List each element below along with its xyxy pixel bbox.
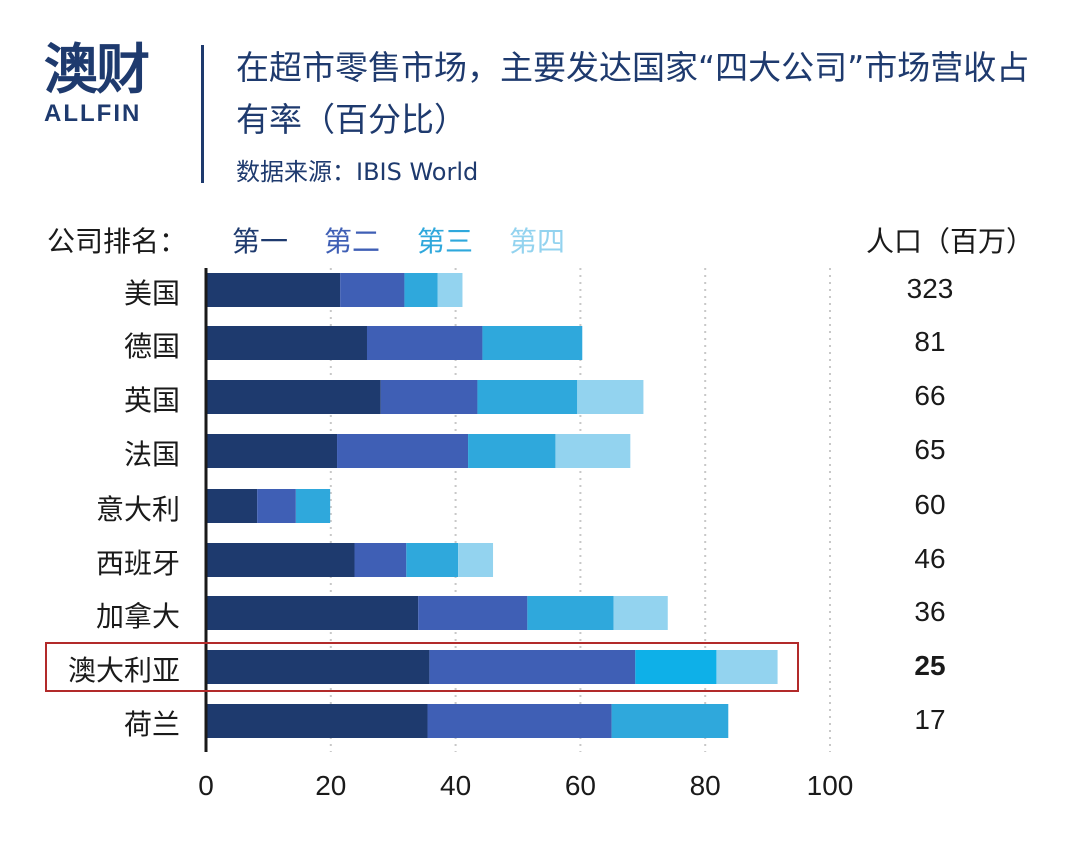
logo: 澳财 ALLFIN bbox=[44, 40, 164, 128]
bar-segment bbox=[380, 380, 478, 414]
bar-segment bbox=[206, 650, 430, 684]
category-label: 德国 bbox=[123, 330, 180, 363]
category-label: 美国 bbox=[123, 277, 180, 310]
bar-segment bbox=[206, 704, 428, 738]
legend-item-fourth: 第四 bbox=[509, 225, 566, 258]
bar-segment bbox=[458, 543, 494, 577]
x-tick-label: 60 bbox=[564, 770, 596, 801]
category-label: 西班牙 bbox=[95, 547, 180, 580]
legend-item-third: 第三 bbox=[417, 225, 474, 258]
chart-title: 在超市零售市场，主要发达国家“四大公司”市场营收占有率（百分比） bbox=[236, 48, 1030, 139]
bar-segment bbox=[366, 326, 483, 360]
x-tick-label: 0 bbox=[198, 770, 214, 801]
bar-segment bbox=[206, 434, 338, 468]
bar-segment bbox=[206, 596, 419, 630]
population-value: 66 bbox=[914, 380, 946, 411]
category-label: 澳大利亚 bbox=[67, 654, 180, 687]
bar-segment bbox=[206, 543, 355, 577]
bar-segment bbox=[555, 434, 631, 468]
legend-title: 公司排名： bbox=[47, 225, 188, 258]
population-value: 17 bbox=[914, 704, 946, 735]
population-value: 36 bbox=[914, 596, 946, 627]
bar-segment bbox=[257, 489, 296, 523]
x-tick-label: 20 bbox=[315, 770, 347, 801]
population-value: 81 bbox=[914, 326, 946, 357]
category-label: 荷兰 bbox=[123, 708, 180, 741]
logo-cn-text: 澳财 bbox=[44, 38, 150, 101]
bar-segment bbox=[527, 596, 614, 630]
bar-segment bbox=[206, 273, 341, 307]
logo-en-text: ALLFIN bbox=[44, 100, 142, 127]
bar-segment bbox=[206, 326, 367, 360]
category-label: 法国 bbox=[123, 438, 180, 471]
bar-segment bbox=[418, 596, 528, 630]
bar-segment bbox=[206, 489, 258, 523]
bar-segment bbox=[468, 434, 556, 468]
bar-segment bbox=[337, 434, 469, 468]
bar-segment bbox=[482, 326, 583, 360]
bar-segment bbox=[716, 650, 778, 684]
population-value: 25 bbox=[914, 650, 946, 681]
population-value: 60 bbox=[914, 489, 946, 520]
bar-segment bbox=[577, 380, 644, 414]
bar-segment bbox=[437, 273, 463, 307]
bar-segment bbox=[635, 650, 717, 684]
population-value: 46 bbox=[914, 543, 946, 574]
bar-segment bbox=[354, 543, 407, 577]
population-value: 65 bbox=[914, 434, 946, 465]
category-label: 加拿大 bbox=[95, 600, 180, 633]
header-divider bbox=[201, 45, 204, 183]
chart-source: 数据来源：IBIS World bbox=[236, 158, 479, 186]
category-label: 意大利 bbox=[95, 493, 180, 526]
x-tick-label: 40 bbox=[440, 770, 472, 801]
bar-segment bbox=[206, 380, 381, 414]
population-value: 323 bbox=[906, 273, 954, 304]
bar-segment bbox=[406, 543, 459, 577]
bar-segment bbox=[429, 650, 636, 684]
bar-segment bbox=[404, 273, 438, 307]
category-label: 英国 bbox=[123, 384, 180, 417]
bar-segment bbox=[613, 596, 668, 630]
bar-segment bbox=[427, 704, 612, 738]
legend-item-second: 第二 bbox=[324, 225, 381, 258]
x-tick-label: 80 bbox=[689, 770, 721, 801]
bar-segment bbox=[611, 704, 729, 738]
bar-segment bbox=[340, 273, 405, 307]
highlight-box bbox=[45, 642, 799, 692]
x-tick-label: 100 bbox=[806, 770, 854, 801]
bar-segment bbox=[295, 489, 331, 523]
population-title: 人口（百万） bbox=[866, 225, 1035, 258]
legend-item-first: 第一 bbox=[232, 225, 289, 258]
bar-segment bbox=[477, 380, 578, 414]
